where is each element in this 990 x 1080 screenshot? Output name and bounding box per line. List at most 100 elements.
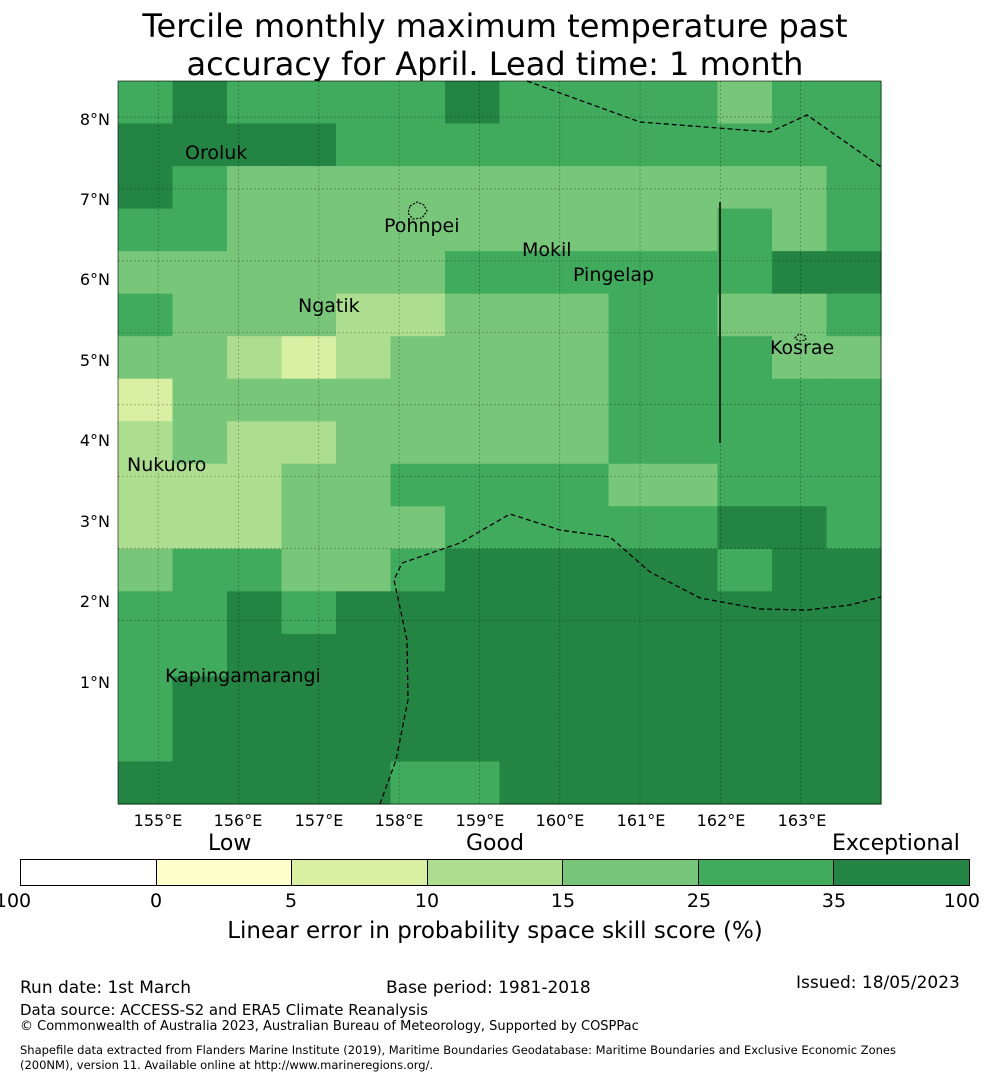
skill-cell [826, 81, 882, 125]
lon-label-162e: 162°E [696, 811, 746, 830]
skill-cell [608, 166, 664, 210]
skill-cell [336, 81, 392, 125]
skill-cell [717, 293, 773, 337]
skill-cell [390, 591, 446, 635]
skill-cell [336, 123, 392, 167]
place-label-pohnpei: Pohnpei [384, 215, 460, 237]
skill-cell [172, 251, 228, 295]
skill-cell [281, 166, 337, 210]
skill-cell [772, 676, 828, 720]
skill-cell [227, 166, 283, 210]
skill-cell [717, 761, 773, 805]
skill-cell [499, 676, 555, 720]
skill-cell [390, 421, 446, 465]
skill-cell [227, 336, 283, 380]
skill-cell [608, 633, 664, 678]
skill-cell [826, 591, 882, 635]
skill-cell [663, 463, 719, 507]
skill-cell [172, 761, 228, 805]
skill-cell [172, 378, 228, 422]
skill-cell [281, 633, 337, 678]
skill-cell [227, 463, 283, 507]
colorbar-tick-5: 5 [284, 890, 298, 912]
skill-cell [608, 378, 664, 422]
skill-cell [172, 336, 228, 380]
skill-cell [499, 421, 555, 465]
skill-cell [826, 251, 882, 295]
skill-cell [826, 506, 882, 550]
skill-cell [336, 166, 392, 210]
skill-cell [608, 123, 664, 167]
colorbar-segment-5 [563, 860, 699, 885]
lon-label-156e: 156°E [213, 811, 263, 830]
skill-cell [172, 718, 228, 763]
skill-cell [663, 548, 719, 592]
skill-cell [172, 591, 228, 635]
skill-cell [390, 123, 446, 167]
colorbar-segment-2 [156, 860, 293, 885]
skill-cell [499, 251, 555, 295]
skill-cell [554, 251, 610, 295]
skill-cell [663, 718, 719, 763]
skill-cell [445, 123, 501, 167]
skill-cell [663, 633, 719, 678]
skill-cell [717, 166, 773, 210]
lat-label-6n: 6°N [79, 270, 110, 289]
skill-cell [445, 591, 501, 635]
skill-cell [445, 336, 501, 380]
skill-cell [390, 463, 446, 507]
skill-cell [772, 166, 828, 210]
skill-cell [227, 421, 283, 465]
colorbar-category-exceptional: Exceptional [832, 831, 960, 856]
skill-cell [663, 336, 719, 380]
skill-cell [499, 123, 555, 167]
skill-cell [499, 336, 555, 380]
skill-cell [554, 506, 610, 550]
skill-cell [336, 378, 392, 422]
lat-label-7n: 7°N [79, 190, 110, 209]
skill-cell [172, 166, 228, 210]
skill-cell [554, 208, 610, 252]
skill-cell [227, 761, 283, 805]
place-label-nukuoro: Nukuoro [127, 454, 207, 476]
skill-cell [281, 208, 337, 252]
skill-cell [772, 761, 828, 805]
skill-cell [118, 421, 174, 465]
skill-cell [445, 718, 501, 763]
pohnpei-island-outline [407, 201, 428, 220]
skill-cell [445, 293, 501, 337]
place-label-ngatik: Ngatik [298, 295, 360, 317]
skill-cell [663, 591, 719, 635]
skill-cell [826, 463, 882, 507]
colorbar-tick-100: 100 [943, 890, 980, 912]
skill-cell [826, 633, 882, 678]
colorbar-tick-minus100: -100 [0, 890, 32, 912]
colorbar-segment-1 [21, 860, 157, 885]
skill-cell [772, 506, 828, 550]
skill-cell [118, 293, 174, 337]
skill-cell [772, 336, 828, 380]
skill-cell [172, 548, 228, 592]
skill-cell [336, 718, 392, 763]
skill-cell [499, 548, 555, 592]
skill-cell [118, 463, 174, 507]
skill-cell [445, 166, 501, 210]
skill-cell [118, 81, 174, 125]
skill-cell [336, 676, 392, 720]
skill-cell [390, 251, 446, 295]
skill-cell [281, 548, 337, 592]
colorbar-tick-0: 0 [149, 890, 163, 912]
skill-cell [445, 421, 501, 465]
colorbar-tick-25: 25 [686, 890, 712, 912]
skill-cell [663, 676, 719, 720]
skill-cell [281, 506, 337, 550]
skill-cell [227, 251, 283, 295]
skill-cell [118, 591, 174, 635]
skill-cell [172, 123, 228, 167]
skill-cell [554, 123, 610, 167]
skill-cell [336, 463, 392, 507]
skill-cell [826, 761, 882, 805]
skill-cell [281, 761, 337, 805]
skill-cell [499, 463, 555, 507]
skill-cell [608, 506, 664, 550]
